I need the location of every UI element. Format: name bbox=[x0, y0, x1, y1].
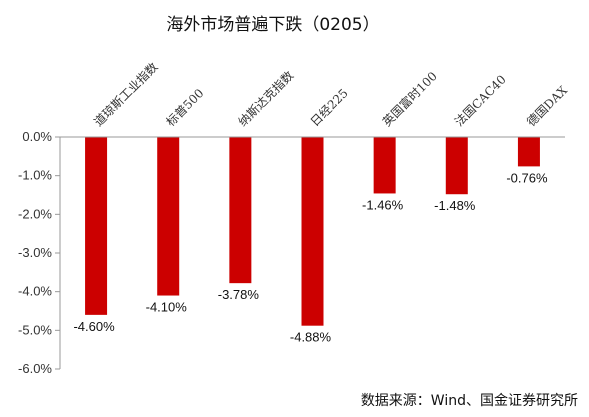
chart-title: 海外市场普遍下跌（0205） bbox=[166, 15, 379, 35]
bar bbox=[373, 137, 396, 194]
data-label: -4.60% bbox=[73, 319, 115, 334]
y-tick-label: -4.0% bbox=[18, 284, 52, 299]
y-tick-label: -3.0% bbox=[18, 245, 52, 260]
y-tick-label: 0.0% bbox=[22, 129, 52, 144]
y-tick-label: -6.0% bbox=[18, 361, 52, 376]
category-label: 道琼斯工业指数 bbox=[91, 59, 161, 129]
bar bbox=[517, 137, 540, 167]
category-label: 英国富时100 bbox=[379, 68, 440, 129]
data-label: -4.10% bbox=[146, 300, 188, 315]
bar bbox=[301, 137, 324, 326]
source-note: 数据来源：Wind、国金证券研究所 bbox=[361, 393, 578, 409]
data-label: -0.76% bbox=[506, 170, 548, 185]
bar bbox=[229, 137, 252, 284]
plot-area: 0.0% -1.0% -2.0% -3.0% -4.0% -5.0% -6.0% -4.60%… bbox=[18, 59, 570, 376]
data-label: -1.46% bbox=[362, 197, 404, 212]
bar bbox=[157, 137, 180, 296]
y-tick-label: -1.0% bbox=[18, 168, 52, 183]
category-label: 德国DAX bbox=[523, 82, 570, 129]
category-label: 日经225 bbox=[308, 86, 351, 129]
category-label: 标普500 bbox=[163, 86, 206, 129]
bar bbox=[85, 137, 108, 315]
category-label: 纳斯达克指数 bbox=[235, 68, 297, 130]
data-label: -3.78% bbox=[218, 287, 260, 302]
y-tick-label: -2.0% bbox=[18, 206, 52, 221]
category-label: 法国CAC40 bbox=[452, 72, 509, 129]
data-label: -4.88% bbox=[290, 330, 332, 345]
y-tick-label: -5.0% bbox=[18, 322, 52, 337]
bar bbox=[445, 137, 468, 195]
data-label: -1.48% bbox=[434, 198, 476, 213]
